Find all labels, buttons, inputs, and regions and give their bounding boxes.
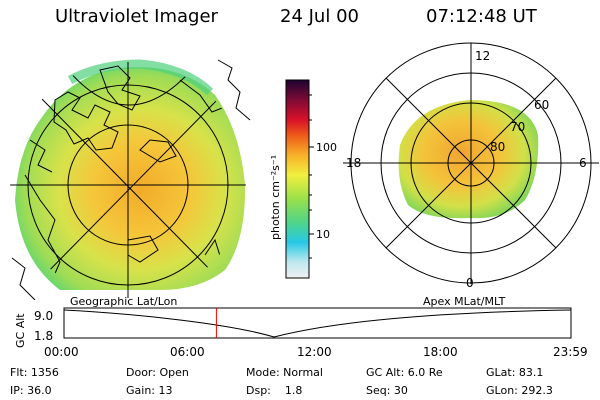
altitude-xtick-1: 06:00 <box>170 345 205 359</box>
mlt-label-6: 6 <box>579 156 587 170</box>
dsp-value: Dsp: 1.8 <box>246 384 303 397</box>
date-label: 24 Jul 00 <box>280 6 359 27</box>
app-title: Ultraviolet Imager <box>55 6 218 27</box>
time-label: 07:12:48 UT <box>426 6 537 27</box>
door-status: Door: Open <box>126 366 189 379</box>
colorbar-tick-100: 100 <box>316 141 337 154</box>
altitude-plot: GC Alt 9.0 1.8 00:00 06:00 12:00 18:00 2… <box>14 307 588 359</box>
mlat-label-60: 60 <box>534 98 549 112</box>
altitude-xtick-2: 12:00 <box>297 345 332 359</box>
mlat-label-80: 80 <box>490 140 505 154</box>
altitude-xtick-0: 00:00 <box>44 345 79 359</box>
apex-caption: Apex MLat/MLT <box>423 295 506 308</box>
colorbar-unit-label: photon cm⁻²s⁻¹ <box>269 155 282 240</box>
altitude-curve <box>63 309 572 338</box>
mlt-label-0: 0 <box>466 276 474 290</box>
altitude-ylabel: GC Alt <box>14 313 27 348</box>
flight-number: Flt: 1356 <box>10 366 59 379</box>
mode-status: Mode: Normal <box>246 366 323 379</box>
colorbar-tick-10: 10 <box>316 228 330 241</box>
geographic-latitude: GLat: 83.1 <box>486 366 544 379</box>
geographic-image <box>10 59 251 300</box>
mlt-label-12: 12 <box>475 49 490 63</box>
altitude-xtick-4: 23:59 <box>553 345 588 359</box>
geographic-caption: Geographic Lat/Lon <box>70 295 178 308</box>
mlat-label-70: 70 <box>510 120 525 134</box>
altitude-ytick-low: 1.8 <box>34 329 53 343</box>
ip-value: IP: 36.0 <box>10 384 52 397</box>
altitude-xtick-3: 18:00 <box>423 345 458 359</box>
apex-polar-plot: 12 18 6 0 60 70 80 <box>343 42 599 290</box>
sequence-number: Seq: 30 <box>366 384 408 397</box>
mlt-label-18: 18 <box>346 156 361 170</box>
uvi-image-panels: 100 10 photon cm⁻²s⁻¹ 12 18 6 0 60 70 80 <box>10 42 599 300</box>
altitude-plot-frame <box>63 307 572 339</box>
altitude-ytick-high: 9.0 <box>34 309 53 323</box>
gain-value: Gain: 13 <box>126 384 173 397</box>
colorbar: 100 10 photon cm⁻²s⁻¹ <box>269 79 337 279</box>
gc-altitude: GC Alt: 6.0 Re <box>366 366 443 379</box>
geographic-longitude: GLon: 292.3 <box>486 384 553 397</box>
